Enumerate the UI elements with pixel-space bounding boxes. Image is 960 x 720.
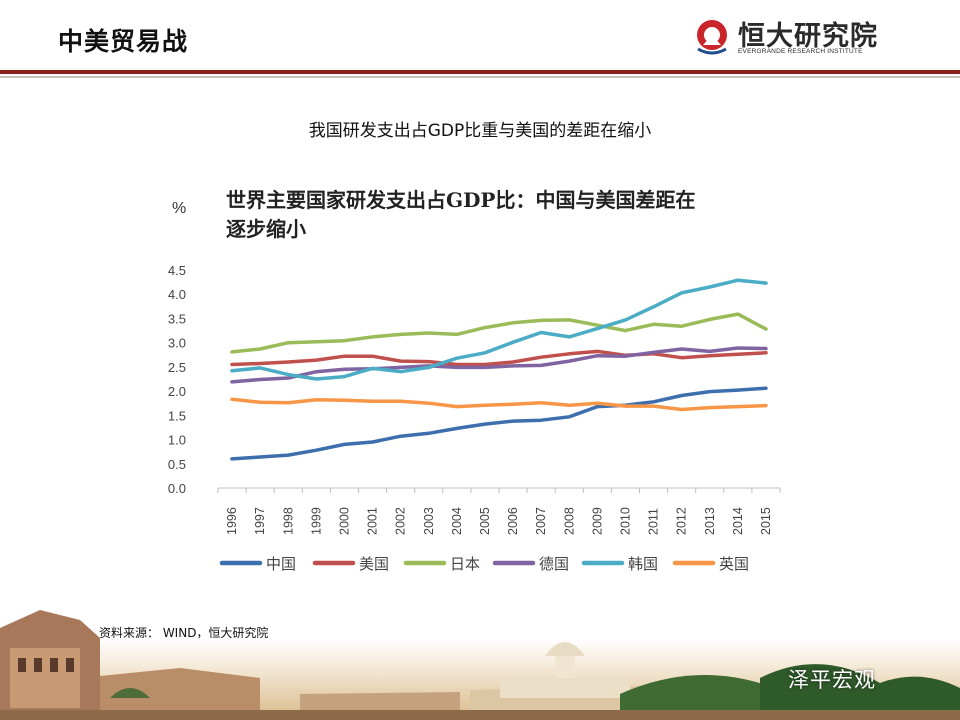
x-tick-label: 2003 [422, 507, 436, 535]
y-tick-label: 4.0 [168, 287, 186, 302]
y-tick-label: 0.5 [168, 457, 186, 472]
x-tick-label: 2013 [703, 507, 717, 535]
page-title: 中美贸易战 [58, 27, 189, 56]
legend-label-5: 英国 [719, 555, 749, 573]
x-tick-label: 2011 [647, 508, 661, 535]
x-tick-label: 2002 [394, 507, 408, 535]
x-tick-label: 2000 [337, 507, 351, 535]
x-tick-label: 1996 [225, 507, 239, 535]
y-tick-label: 4.5 [168, 263, 186, 278]
x-tick-label: 2006 [506, 507, 520, 535]
x-tick-label: 2010 [618, 507, 632, 535]
legend-label-0: 中国 [266, 555, 296, 573]
x-tick-label: 2012 [675, 507, 689, 535]
x-tick-label: 1997 [253, 507, 267, 535]
y-tick-label: 2.0 [168, 384, 186, 399]
series-line-4 [230, 278, 768, 381]
x-tick-label: 2007 [534, 507, 548, 535]
y-axis-unit-label: % [172, 200, 187, 217]
legend-label-3: 德国 [539, 555, 569, 573]
x-tick-label: 2005 [478, 507, 492, 535]
y-tick-label: 2.5 [168, 360, 186, 375]
y-tick-label: 1.5 [168, 408, 186, 423]
y-tick-label: 3.5 [168, 311, 186, 326]
x-tick-label: 2004 [450, 507, 464, 535]
logo-name: 恒大研究院 [738, 21, 878, 52]
source-note: 资料来源： WIND，恒大研究院 [99, 626, 269, 640]
legend-label-1: 美国 [359, 555, 389, 573]
header-rule-red [0, 70, 960, 74]
evergrande-logo-icon [697, 20, 727, 55]
line-chart: 0.0 0.5 1.0 1.5 2.0 2.5 3.0 3.5 4.0 4.5 1996 1997 19… [168, 263, 781, 573]
header-rule-gray [0, 76, 960, 78]
legend-label-2: 日本 [450, 555, 480, 573]
x-tick-label: 1999 [309, 507, 323, 535]
x-tick-label: 2001 [366, 507, 380, 535]
series-line-2 [230, 312, 768, 354]
x-tick-label: 2009 [590, 507, 604, 535]
x-tick-label: 1998 [281, 507, 295, 535]
series-line-0 [230, 386, 768, 461]
chart-title-line2: 逐步缩小 [226, 217, 306, 241]
y-tick-label: 0.0 [168, 481, 186, 496]
legend-label-4: 韩国 [628, 555, 658, 573]
watermark: 泽平宏观 [788, 668, 876, 692]
footer-banner-image [0, 610, 960, 720]
chart-title: 世界主要国家研发支出占GDP比：中国与美国差距在 逐步缩小 [226, 186, 766, 244]
series-line-3 [230, 346, 768, 384]
x-tick-label: 2014 [731, 507, 745, 535]
logo: 恒大研究院 EVERGRANDE RESEARCH INSTITUTE [692, 12, 892, 62]
y-tick-label: 3.0 [168, 336, 186, 351]
series-line-1 [230, 349, 768, 367]
logo-subtitle: EVERGRANDE RESEARCH INSTITUTE [738, 48, 863, 55]
x-tick-label: 2008 [562, 507, 576, 535]
chart-title-line1: 世界主要国家研发支出占GDP比：中国与美国差距在 [226, 188, 696, 212]
y-tick-label: 1.0 [168, 433, 186, 448]
x-tick-label: 2015 [759, 507, 773, 535]
series-line-5 [230, 397, 768, 412]
slide-title: 我国研发支出占GDP比重与美国的差距在缩小 [308, 121, 652, 141]
